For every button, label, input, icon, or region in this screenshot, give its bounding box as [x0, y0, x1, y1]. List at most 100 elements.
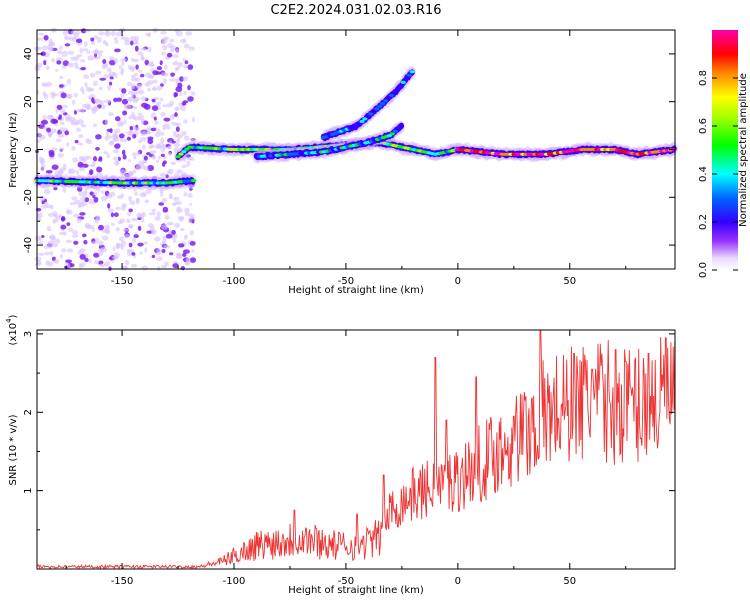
noise-blob — [131, 237, 137, 244]
noise-blob — [175, 126, 180, 132]
noise-blob — [178, 243, 185, 248]
noise-blob — [136, 150, 140, 157]
noise-blob — [50, 118, 58, 124]
noise-blob — [37, 212, 43, 218]
noise-blob — [90, 41, 96, 45]
noise-blob — [57, 170, 64, 175]
noise-blob — [80, 67, 86, 71]
noise-blob — [75, 109, 82, 113]
noise-blob — [139, 251, 143, 255]
noise-blob — [73, 62, 79, 66]
noise-blob — [45, 81, 53, 87]
noise-blob — [47, 261, 54, 267]
noise-blob — [189, 187, 193, 191]
noise-blob — [114, 143, 121, 149]
noise-blob — [61, 248, 67, 253]
noise-blob — [101, 63, 108, 70]
noise-blob — [109, 81, 113, 86]
noise-blob — [128, 114, 134, 120]
noise-blob — [141, 54, 145, 61]
noise-blob — [124, 173, 130, 179]
noise-blob — [103, 99, 111, 104]
noise-blob — [104, 30, 111, 37]
colorbar-gradient — [712, 30, 738, 270]
noise-blob — [153, 236, 161, 242]
noise-blob — [76, 217, 82, 224]
noise-blob — [167, 145, 172, 150]
noise-blob — [161, 197, 167, 203]
noise-blob — [86, 155, 92, 160]
noise-blob — [107, 208, 115, 213]
ridge-core — [175, 155, 181, 159]
noise-blob — [105, 131, 110, 138]
noise-blob — [169, 140, 172, 144]
noise-blob — [180, 266, 185, 271]
noise-blob — [171, 229, 176, 235]
noise-blob — [128, 242, 133, 248]
noise-blob — [149, 150, 157, 154]
noise-blob — [113, 97, 118, 103]
noise-blob — [169, 252, 174, 256]
noise-blob — [145, 152, 151, 156]
noise-blob — [94, 237, 100, 243]
noise-blob — [51, 147, 58, 152]
ridge-core — [181, 150, 187, 154]
noise-blob — [183, 43, 190, 49]
noise-blob — [69, 202, 76, 206]
noise-blob — [107, 203, 111, 209]
noise-blob — [141, 265, 148, 271]
noise-blob — [67, 93, 73, 99]
noise-blob — [155, 71, 162, 75]
noise-blob — [169, 78, 176, 82]
noise-blob — [78, 167, 86, 172]
noise-blob — [126, 136, 131, 141]
noise-blob — [70, 56, 76, 61]
noise-blob — [141, 119, 145, 125]
noise-blob — [132, 134, 137, 139]
noise-blob — [141, 102, 148, 108]
noise-blob — [59, 231, 65, 236]
noise-blob — [179, 76, 184, 82]
noise-blob — [135, 64, 139, 70]
noise-blob — [132, 105, 138, 110]
noise-blob — [91, 97, 95, 103]
noise-blob — [127, 211, 132, 217]
noise-blob — [183, 156, 187, 162]
noise-blob — [181, 101, 187, 106]
noise-blob — [142, 144, 146, 150]
noise-blob — [60, 224, 67, 230]
noise-blob — [173, 239, 176, 243]
snr-line — [36, 329, 676, 570]
noise-blob — [38, 32, 45, 36]
noise-blob — [59, 126, 65, 133]
noise-blob — [172, 263, 179, 269]
noise-blob — [57, 116, 62, 120]
y-tick-label: 20 — [23, 95, 34, 108]
noise-blob — [124, 259, 130, 266]
noise-blob — [95, 98, 99, 105]
noise-blob — [114, 48, 121, 53]
noise-blob — [128, 170, 134, 177]
noise-blob — [162, 206, 169, 213]
noise-blob — [95, 147, 100, 151]
noise-blob — [94, 260, 100, 265]
heatmap-ylabel: Frequency (Hz) — [8, 112, 19, 188]
noise-blob — [48, 46, 54, 52]
noise-blob — [180, 227, 185, 232]
noise-blob — [129, 40, 134, 46]
noise-blob — [48, 235, 56, 239]
noise-blob — [38, 216, 42, 222]
noise-blob — [154, 120, 159, 125]
noise-blob — [89, 191, 94, 196]
noise-blob — [183, 234, 188, 240]
noise-blob — [185, 154, 191, 158]
noise-blob — [95, 70, 102, 75]
noise-blob — [135, 84, 143, 89]
colorbar-tick-label: 0.0 — [698, 262, 709, 278]
noise-blob — [102, 39, 107, 45]
noise-blob — [181, 130, 187, 136]
colorbar-ticks: 0.0 0.2 0.4 0.6 0.8 — [698, 70, 738, 278]
noise-blob — [93, 156, 97, 162]
colorbar-label: Normalized spectral amplitude — [738, 73, 749, 227]
y-tick-label: -20 — [23, 189, 34, 205]
